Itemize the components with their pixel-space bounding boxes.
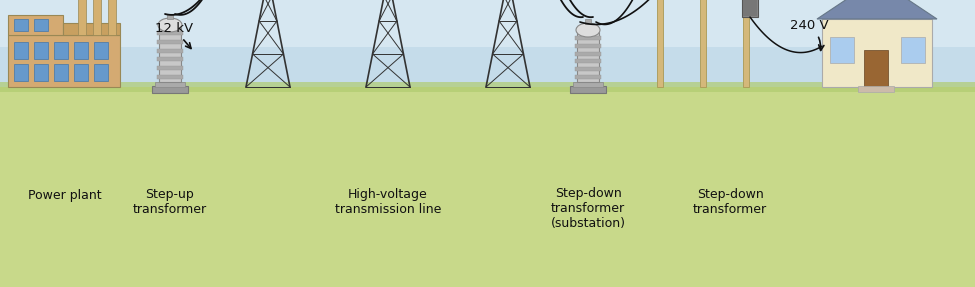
Bar bbox=[157, 31, 183, 35]
Bar bbox=[94, 64, 108, 81]
Bar bbox=[14, 64, 28, 81]
Bar bbox=[864, 50, 888, 87]
Bar bbox=[901, 37, 925, 63]
Bar bbox=[93, 0, 101, 35]
Bar bbox=[575, 67, 601, 71]
Bar bbox=[570, 86, 606, 93]
Bar bbox=[575, 59, 601, 63]
Bar bbox=[573, 82, 603, 87]
Bar bbox=[155, 82, 185, 87]
Bar bbox=[858, 86, 893, 92]
Polygon shape bbox=[0, 82, 975, 92]
Bar bbox=[94, 42, 108, 59]
Bar bbox=[0, 0, 975, 92]
Bar bbox=[74, 64, 88, 81]
Bar bbox=[822, 19, 932, 87]
Text: 13 kV: 13 kV bbox=[0, 286, 1, 287]
Bar bbox=[34, 64, 48, 81]
Bar bbox=[74, 42, 88, 59]
Bar bbox=[14, 19, 28, 31]
Bar bbox=[585, 19, 591, 24]
Bar bbox=[575, 75, 601, 79]
Ellipse shape bbox=[576, 23, 600, 37]
Polygon shape bbox=[0, 87, 975, 287]
Bar bbox=[575, 36, 601, 40]
Bar bbox=[575, 44, 601, 48]
Text: Step-down
transformer
(substation): Step-down transformer (substation) bbox=[551, 187, 626, 230]
Bar bbox=[8, 15, 63, 35]
Bar bbox=[157, 40, 183, 44]
Bar bbox=[108, 0, 116, 35]
Text: Step-down
transformer: Step-down transformer bbox=[693, 188, 767, 216]
Bar bbox=[167, 14, 173, 19]
Polygon shape bbox=[817, 0, 937, 19]
Text: 400 kV: 400 kV bbox=[0, 286, 1, 287]
Bar bbox=[78, 0, 86, 35]
Bar bbox=[63, 23, 120, 35]
Bar bbox=[54, 42, 68, 59]
Bar bbox=[54, 64, 68, 81]
Bar bbox=[34, 19, 48, 31]
Bar bbox=[700, 0, 706, 87]
Ellipse shape bbox=[158, 18, 182, 32]
Bar bbox=[159, 27, 181, 82]
Bar bbox=[14, 42, 28, 59]
Bar bbox=[157, 75, 183, 79]
Polygon shape bbox=[0, 0, 975, 92]
Bar bbox=[157, 49, 183, 53]
Text: 12 kV: 12 kV bbox=[155, 22, 193, 49]
Bar bbox=[575, 52, 601, 56]
Bar bbox=[34, 42, 48, 59]
Bar bbox=[743, 0, 757, 16]
Text: 240 V: 240 V bbox=[790, 19, 829, 51]
Bar bbox=[742, 0, 758, 17]
Bar bbox=[157, 57, 183, 61]
Bar bbox=[743, 0, 749, 87]
Text: Step-up
transformer: Step-up transformer bbox=[133, 188, 207, 216]
Bar bbox=[577, 32, 599, 82]
Bar bbox=[152, 86, 188, 93]
Bar bbox=[157, 66, 183, 70]
Text: High-voltage
transmission line: High-voltage transmission line bbox=[334, 188, 441, 216]
Bar bbox=[8, 35, 120, 87]
Bar bbox=[657, 0, 663, 87]
Text: Power plant: Power plant bbox=[28, 189, 101, 201]
Bar bbox=[830, 37, 854, 63]
Polygon shape bbox=[0, 0, 975, 47]
